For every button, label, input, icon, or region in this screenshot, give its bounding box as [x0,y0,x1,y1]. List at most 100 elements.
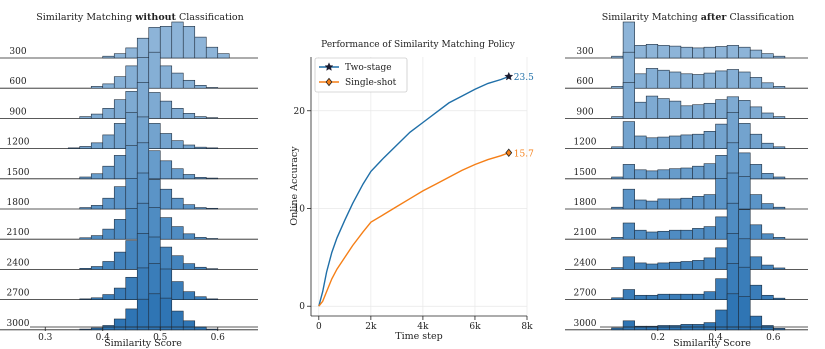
histogram-bar [136,37,150,59]
histogram-bar [669,45,682,59]
histogram-bar [102,294,115,300]
histogram-bar [622,188,635,210]
histogram-bar [680,105,693,119]
histogram-bar [634,73,647,89]
histogram-bar [622,164,635,180]
histogram-bar [761,294,774,300]
histogram-bar [669,100,682,119]
histogram-bar [749,49,763,59]
histogram-bar [622,256,635,270]
legend-label: Two-stage [345,63,392,73]
histogram-bar [113,186,127,210]
ridge-row-1500: 1500 [0,142,258,180]
histogram-bar [136,298,150,331]
histogram-bar [194,237,207,240]
histogram-bar [182,291,196,300]
x-tick-label: 0.4 [96,333,111,343]
histogram-bar [205,46,219,59]
ridge-row-3000: 3000 [0,293,258,331]
ridge-row-600: 600 [0,51,258,89]
histogram-bar [749,133,763,149]
right-x-axis-ticks: 0.2 0.4 0.6 [651,327,781,343]
histogram-bar [692,104,705,119]
histogram-bar [645,44,659,59]
histogram-bar [715,155,728,180]
x-tick-label: 0.6 [766,333,781,343]
histogram-bar [159,133,173,149]
histogram-bar [703,46,716,59]
histogram-bar [645,137,659,149]
histogram-bar [738,46,751,59]
x-tick-label: 0.5 [153,333,168,343]
x-tick-label: 0.3 [38,333,53,343]
histogram-bar [171,310,184,331]
histogram-bar [171,281,184,300]
line-chart-series: 23.5 15.7 [318,71,534,307]
histogram-bar [194,146,207,149]
histogram-bar [634,229,647,240]
histogram-bar [194,207,207,210]
histogram-bar [611,116,624,119]
ridge-row-600: 600 [565,51,808,89]
ridge-row-2700: 2700 [565,263,808,301]
histogram-bar [669,168,682,180]
ridge-histogram-without-classification: Similarity Matching without Classificati… [0,12,258,349]
line-chart-x-label: Time step [395,331,442,342]
histogram-bar [159,65,173,89]
histogram-bar [761,82,774,89]
histogram-bar [715,46,728,59]
accuracy-line-chart: Performance of Similarity Matching Polic… [289,40,534,342]
histogram-bar [136,233,150,270]
ridge-row-1800: 1800 [0,172,258,210]
histogram-bar [171,21,184,59]
histogram-bar [657,98,670,119]
histogram-bar [657,293,670,300]
histogram-bar [611,206,624,210]
histogram-bar [773,328,786,331]
histogram-bar [79,237,92,240]
ridge-row-300: 300 [565,21,808,59]
histogram-bar [136,82,150,119]
ridge-row-2400: 2400 [0,233,258,270]
histogram-bar [761,142,774,149]
histogram-bar [773,86,786,89]
histogram-bar [90,266,104,270]
ridge-row-label: 1200 [7,138,30,148]
histogram-bar [680,167,693,180]
histogram-bar [761,325,774,331]
histogram-bar [194,36,207,59]
histogram-bar [715,178,728,210]
histogram-bar [657,262,670,270]
histogram-bar [79,328,92,331]
histogram-bar [102,197,115,210]
histogram-bar [205,117,219,119]
histogram-bar [703,322,716,331]
histogram-bar [182,113,196,119]
histogram-bar [79,146,92,149]
histogram-bar [645,200,659,210]
ridge-row-300: 300 [0,21,258,59]
histogram-bar [90,297,104,300]
histogram-bar [113,251,127,270]
histogram-bar [680,197,693,210]
histogram-bar [102,83,115,89]
x-tick-label: 4k [417,322,429,332]
left-ridge-rows: 300 600 900 1200 1500 1800 2100 2400 2700 3000 [0,21,258,331]
histogram-bar [159,100,173,119]
histogram-bar [90,327,104,331]
histogram-bar [749,256,763,270]
histogram-bar [125,276,138,300]
histogram-bar [217,53,230,59]
ridge-row-2100: 2100 [0,202,258,240]
ridge-row-label: 2400 [7,258,30,268]
histogram-bar [125,65,138,89]
ridge-row-label: 600 [576,77,593,87]
histogram-bar [692,165,705,180]
histogram-bar [90,86,104,89]
histogram-bar [90,113,104,119]
histogram-bar [749,284,763,300]
histogram-bar [645,263,659,270]
histogram-bar [657,69,670,89]
histogram-bar [773,146,786,149]
x-tick-label: 8k [521,322,533,332]
